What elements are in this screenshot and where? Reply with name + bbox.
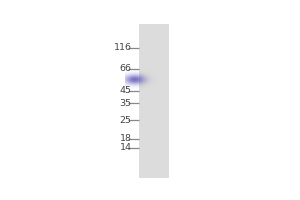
Text: 14: 14 (120, 143, 132, 152)
Text: 66: 66 (120, 64, 132, 73)
Bar (139, 24, 169, 178)
Text: 35: 35 (119, 99, 132, 108)
Text: 116: 116 (114, 43, 132, 52)
Text: 18: 18 (120, 134, 132, 143)
Text: 45: 45 (120, 86, 132, 95)
Text: 25: 25 (120, 116, 132, 125)
